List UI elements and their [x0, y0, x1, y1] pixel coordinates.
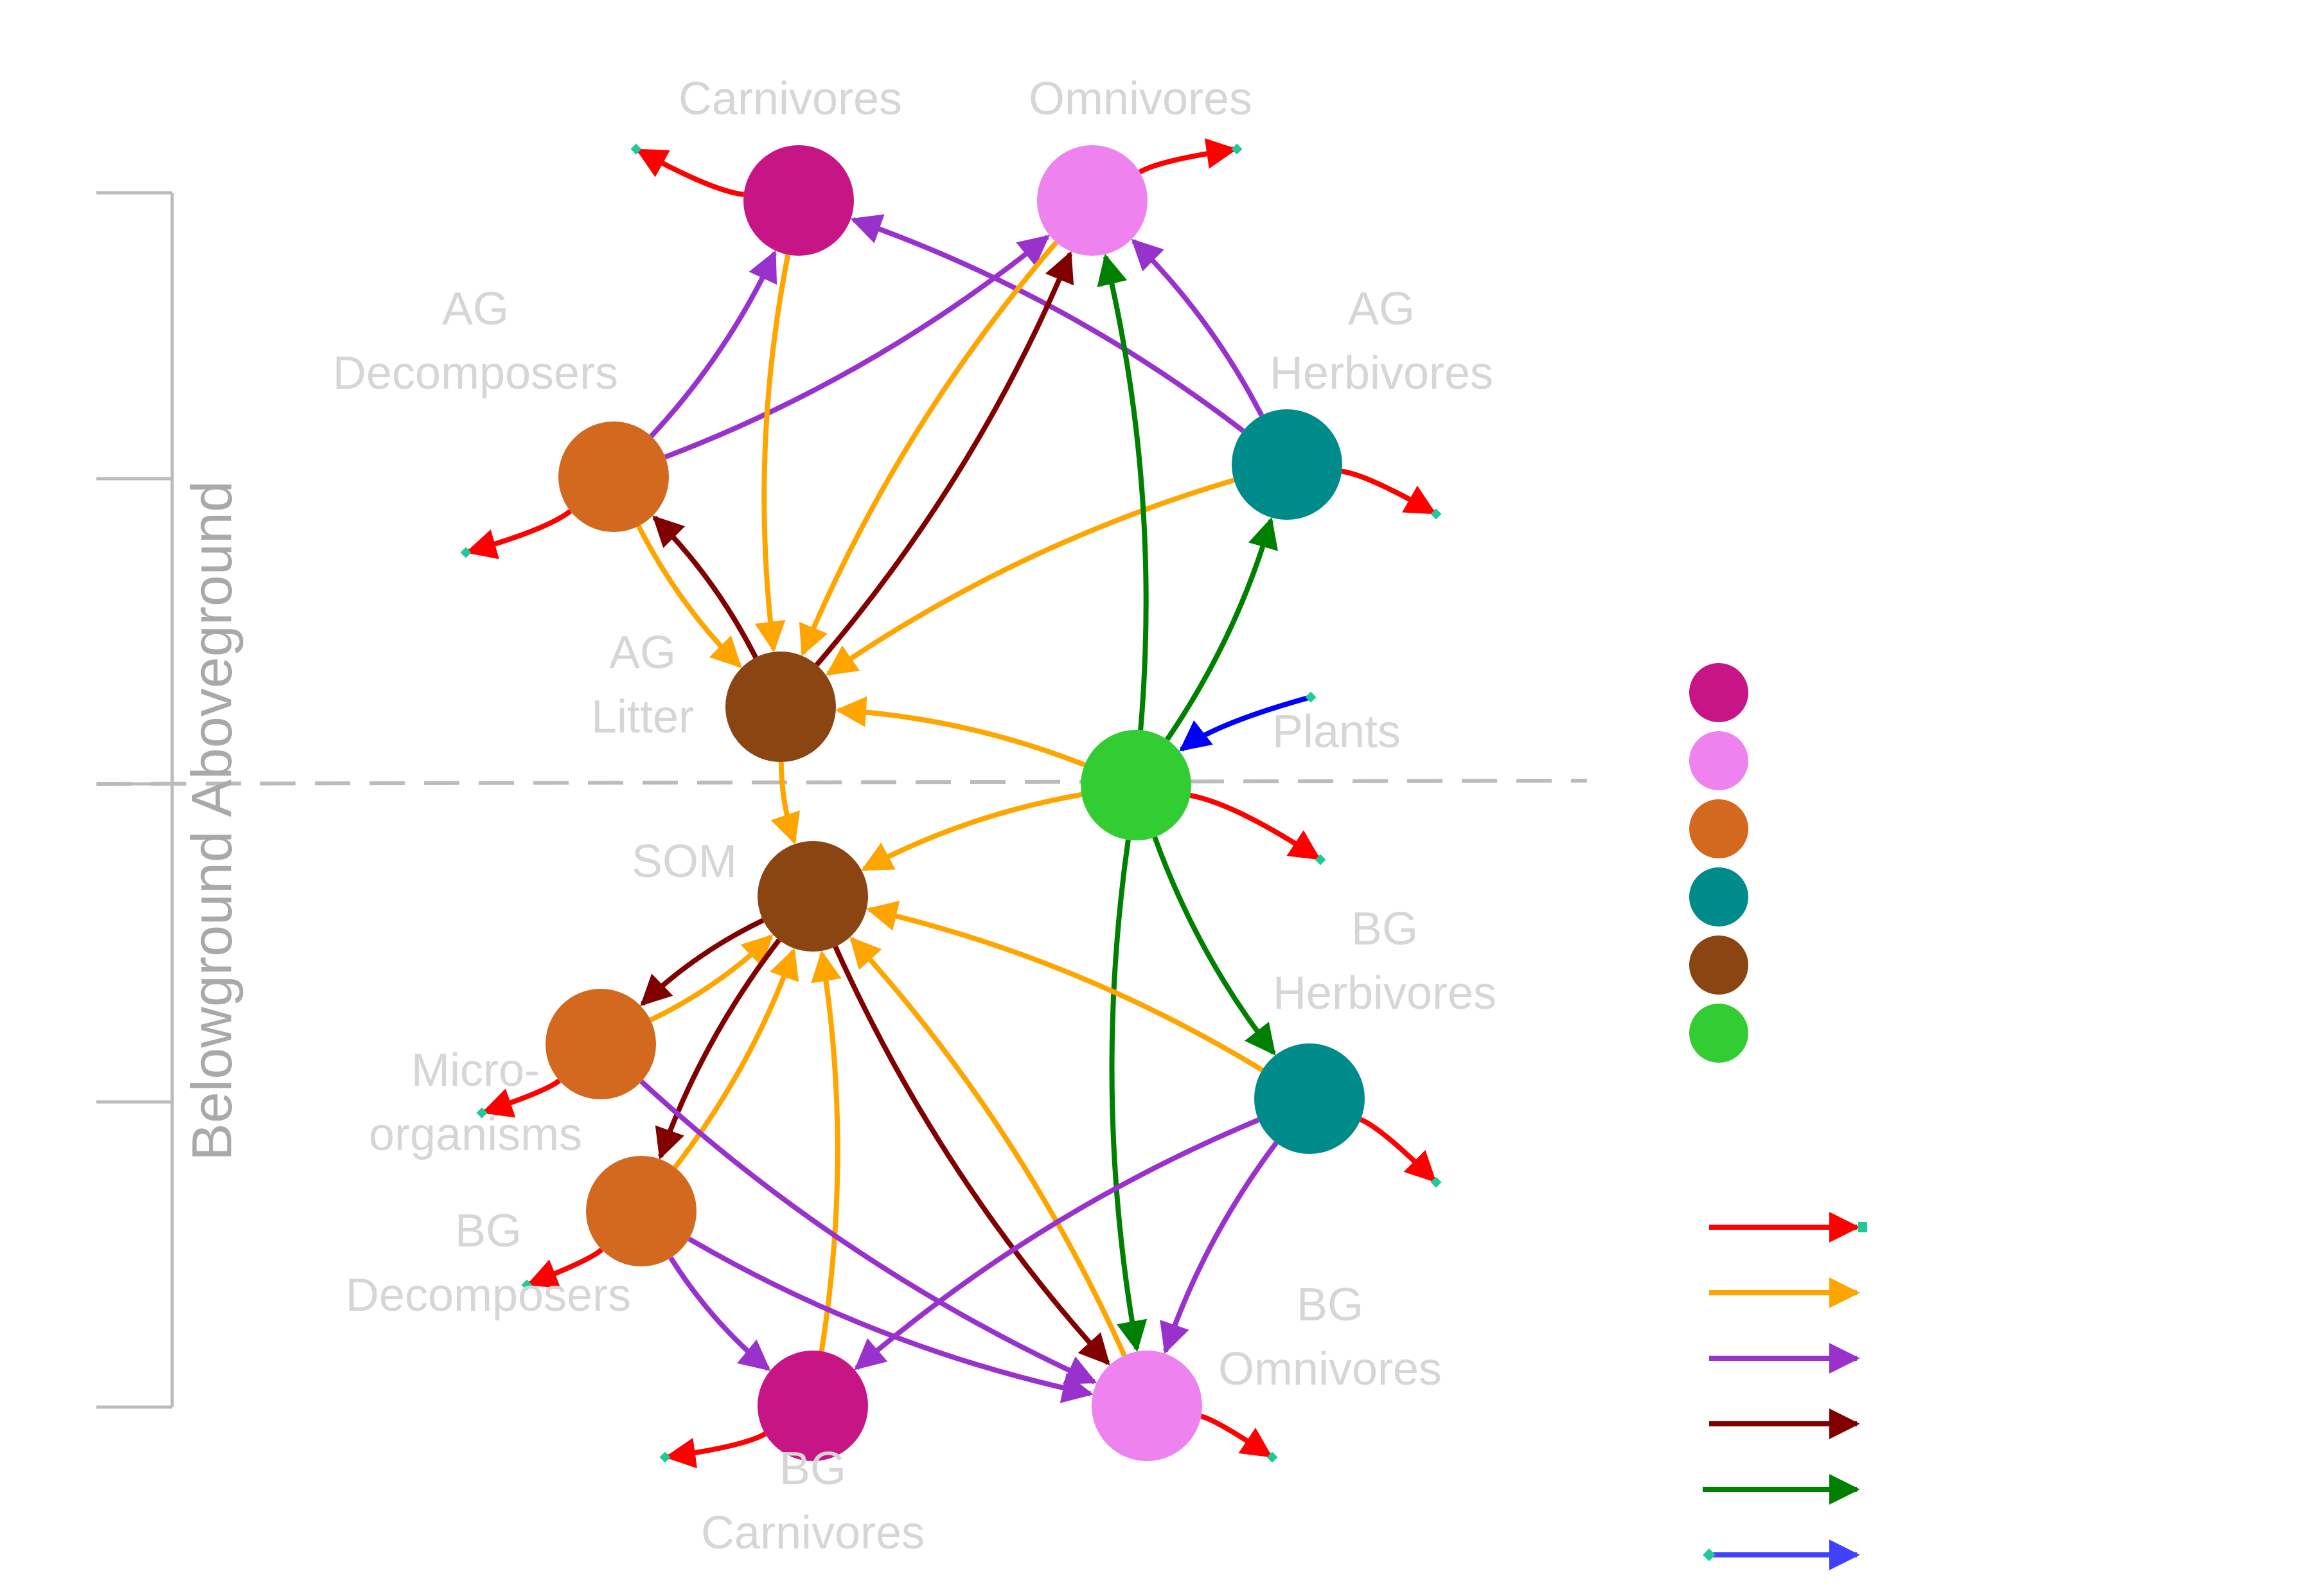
- inflow-tip: [1305, 691, 1317, 703]
- edge-bg_omni-to-som: [849, 936, 1127, 1357]
- node-ag_carn: [743, 145, 854, 256]
- outflow-bg_herb: [1360, 1117, 1437, 1183]
- outflow-bg_carn: [664, 1432, 767, 1469]
- edge-micro-to-bg_omni: [639, 1079, 1097, 1385]
- node-bg_decomp: [586, 1156, 696, 1266]
- outflow-micro: [481, 1078, 562, 1118]
- legend-tip-blue: [1703, 1548, 1716, 1561]
- outflow-tip-ag_omni: [1231, 143, 1243, 155]
- legend-node-green: [1689, 1004, 1748, 1063]
- outflow-tip-ag_decomp: [460, 547, 472, 558]
- edge-ag_carn-to-ag_litter: [754, 254, 791, 653]
- legend: [1689, 663, 1867, 1570]
- node-label-bg_omni: BG Omnivores: [1218, 1279, 1442, 1395]
- node-label-ag_decomp: AG Decomposers: [333, 283, 618, 399]
- edge-layer: [460, 138, 1442, 1469]
- edge-ag_litter-to-ag_decomp: [652, 515, 758, 659]
- aboveground-label: Aboveground: [180, 481, 244, 817]
- edge-ag_litter-to-ag_omni: [815, 251, 1074, 667]
- outflow-tip-bg_omni: [1266, 1451, 1278, 1463]
- node-ag_herb: [1232, 409, 1342, 520]
- node-label-bg_carn: BG Carnivores: [701, 1443, 925, 1559]
- outflow-tip-micro: [476, 1107, 488, 1119]
- label-layer: Carnivores Omnivores AG Decomposers AG Herbiv…: [333, 73, 1496, 1559]
- edge-som-to-bg_omni: [833, 945, 1110, 1366]
- node-label-ag_litter: AG Litter: [591, 627, 694, 743]
- node-som: [758, 841, 868, 952]
- node-label-ag_omni: Omnivores: [1029, 73, 1252, 125]
- node-label-bg_herb: BG Herbivores: [1273, 903, 1496, 1019]
- legend-node-violet: [1689, 731, 1748, 790]
- edge-bg_decomp-to-som: [673, 948, 799, 1169]
- legend-tip-red: [1858, 1222, 1867, 1232]
- outflow-tip-ag_carn: [630, 143, 642, 155]
- edge-plants-to-bg_omni: [1109, 839, 1148, 1352]
- outflow-tip-bg_herb: [1430, 1176, 1442, 1188]
- outflow-ag_decomp: [465, 509, 572, 560]
- edge-bg_herb-to-som: [866, 900, 1264, 1072]
- outflow-bg_omni: [1200, 1414, 1273, 1459]
- node-ag_decomp: [558, 421, 669, 532]
- node-micro: [546, 989, 656, 1099]
- node-ag_litter: [725, 652, 836, 762]
- edge-plants-to-ag_herb: [1165, 517, 1279, 741]
- node-label-ag_herb: AG Herbivores: [1270, 283, 1493, 399]
- edge-plants-to-som: [861, 792, 1082, 872]
- edge-ag_decomp-to-ag_litter: [636, 524, 742, 668]
- outflow-bg_decomp: [526, 1247, 604, 1288]
- layer-bracket: [96, 191, 174, 1409]
- outflow-tip-ag_herb: [1430, 508, 1442, 520]
- outflow-tip-bg_decomp: [521, 1279, 533, 1291]
- edge-bg_decomp-to-bg_carn: [668, 1256, 771, 1371]
- node-label-micro: Micro-organisms: [369, 1045, 582, 1160]
- belowground-label: Belowground: [180, 831, 244, 1161]
- edge-ag_litter-to-som: [770, 761, 801, 845]
- node-ag_omni: [1037, 145, 1148, 256]
- edge-som-to-bg_decomp: [655, 938, 781, 1160]
- edge-ag_herb-to-ag_litter: [826, 477, 1235, 677]
- node-label-som: SOM: [632, 836, 737, 887]
- node-bg_omni: [1092, 1351, 1202, 1461]
- outflow-tip-plants: [1315, 854, 1326, 865]
- edge-bg_herb-to-bg_carn: [854, 1117, 1260, 1370]
- legend-node-teal: [1689, 867, 1748, 927]
- edge-plants-to-ag_omni: [1097, 253, 1149, 731]
- outflow-plants: [1189, 793, 1321, 861]
- legend-node-magenta: [1689, 663, 1748, 722]
- legend-node-chocolate: [1689, 799, 1748, 858]
- edge-som-to-micro: [640, 918, 765, 1006]
- node-label-ag_carn: Carnivores: [679, 73, 902, 125]
- node-bg_carn: [758, 1351, 868, 1461]
- edge-ag_decomp-to-ag_omni: [664, 235, 1050, 460]
- inflow-plants: [1179, 695, 1312, 752]
- node-label-plants: Plants: [1272, 706, 1401, 758]
- outflow-ag_carn: [635, 148, 744, 197]
- edge-bg_herb-to-bg_omni: [1160, 1141, 1279, 1354]
- ground-divider: [96, 779, 1588, 786]
- edge-plants-to-ag_litter: [835, 696, 1086, 768]
- edge-bg_decomp-to-bg_omni: [687, 1236, 1094, 1403]
- node-layer: [546, 145, 1365, 1461]
- edge-ag_herb-to-ag_carn: [850, 214, 1245, 433]
- edge-bg_carn-to-som: [811, 950, 842, 1352]
- outflow-ag_omni: [1138, 138, 1237, 175]
- outflow-tip-bg_carn: [659, 1451, 671, 1463]
- edge-ag_omni-to-ag_litter: [799, 240, 1058, 657]
- node-bg_herb: [1254, 1043, 1365, 1154]
- node-plants: [1081, 730, 1191, 840]
- legend-node-brown: [1689, 935, 1748, 995]
- edge-plants-to-bg_herb: [1152, 836, 1276, 1056]
- outflow-ag_herb: [1341, 468, 1437, 515]
- edge-ag_herb-to-ag_omni: [1131, 238, 1264, 417]
- edge-ag_decomp-to-ag_carn: [649, 250, 777, 438]
- node-label-bg_decomp: BG Decomposers: [346, 1205, 631, 1321]
- edge-micro-to-som: [649, 934, 774, 1023]
